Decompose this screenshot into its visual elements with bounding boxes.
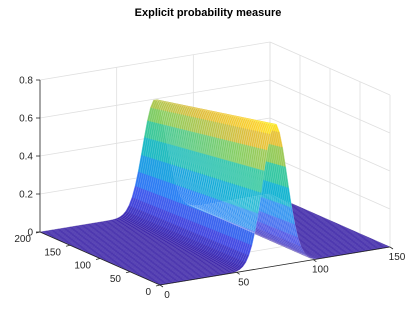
- y-tick-label: 0: [145, 287, 151, 298]
- y-tick-label: 50: [110, 274, 122, 285]
- y-tick-mark: [155, 284, 161, 287]
- side-wall-grid-line-z: [269, 41, 391, 96]
- z-tick-label: 0: [27, 228, 33, 239]
- x-tick-label: 50: [238, 277, 250, 288]
- y-tick-mark: [95, 258, 101, 260]
- z-tick-label: 0.8: [19, 76, 33, 87]
- chart-title: Explicit probability measure: [135, 7, 282, 19]
- z-tick-label: 0.2: [19, 190, 33, 201]
- y-tick-mark: [65, 244, 71, 247]
- side-wall-grid-line-z: [269, 155, 391, 210]
- side-wall-grid-line-z: [269, 117, 391, 172]
- surface-layer: [39, 99, 391, 286]
- back-wall-grid-line-z: [39, 41, 271, 81]
- y-tick-mark: [125, 271, 131, 274]
- back-wall-grid-line-z: [39, 79, 271, 119]
- x-tick-label: 100: [312, 265, 329, 276]
- x-tick-label: 150: [389, 252, 406, 263]
- y-tick-label: 150: [44, 247, 61, 258]
- z-tick-label: 0.6: [19, 114, 33, 125]
- x-tick-mark: [313, 259, 317, 262]
- x-tick-mark: [159, 284, 164, 288]
- z-tick-label: 0.4: [19, 152, 33, 163]
- x-tick-label: 0: [164, 290, 170, 301]
- x-tick-mark: [236, 272, 240, 275]
- y-tick-label: 100: [74, 261, 91, 272]
- side-wall-grid-line-z: [269, 79, 391, 134]
- x-tick-mark: [389, 246, 394, 250]
